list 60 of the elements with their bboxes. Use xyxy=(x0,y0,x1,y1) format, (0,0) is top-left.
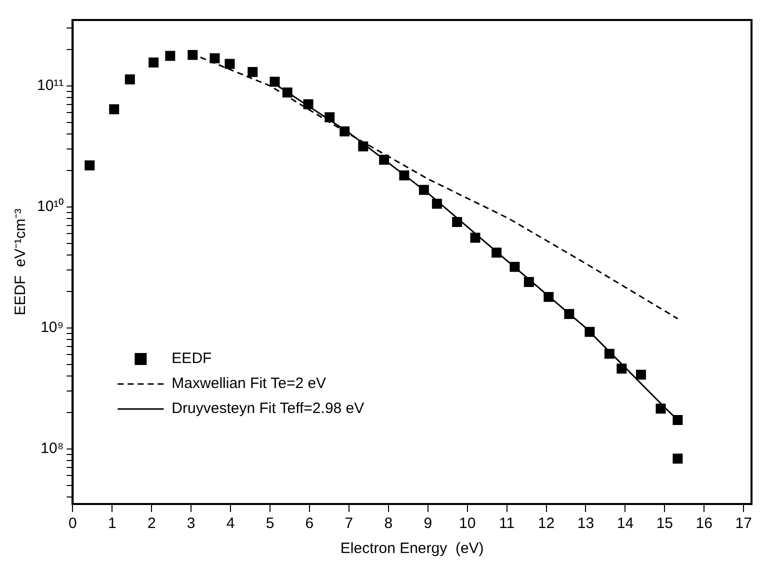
point xyxy=(224,58,235,69)
point xyxy=(584,326,595,337)
x-tick-label: 15 xyxy=(656,515,674,532)
x-tick-label: 5 xyxy=(266,515,274,532)
x-tick-label: 12 xyxy=(538,515,555,532)
y-tick-label: 10⁹ xyxy=(40,318,64,336)
point xyxy=(524,277,534,288)
x-tick-label: 0 xyxy=(68,515,77,532)
point xyxy=(656,404,666,414)
point xyxy=(165,50,176,61)
legend-label: Druyvesteyn Fit Teff=2.98 eV xyxy=(172,400,364,418)
point xyxy=(564,309,574,320)
x-tick-label: 1 xyxy=(108,515,116,532)
point xyxy=(303,99,314,110)
legend-label: EEDF xyxy=(172,350,212,368)
x-tick-label: 11 xyxy=(499,515,515,532)
x-tick-label: 9 xyxy=(424,515,432,532)
point xyxy=(544,292,554,302)
point xyxy=(470,232,480,243)
point xyxy=(248,67,258,78)
y-tick-label: 10¹¹ xyxy=(36,76,64,94)
point xyxy=(324,112,335,122)
point xyxy=(604,348,614,359)
point xyxy=(432,198,442,209)
point xyxy=(418,184,429,195)
point xyxy=(84,160,95,170)
x-tick-label: 13 xyxy=(577,515,594,532)
point xyxy=(148,57,159,68)
x-tick-label: 7 xyxy=(344,515,354,532)
y-tick-label: 10¹⁰ xyxy=(36,198,64,215)
point xyxy=(492,248,502,258)
point xyxy=(188,50,198,60)
x-tick-label: 8 xyxy=(384,515,393,532)
point xyxy=(379,154,390,165)
point xyxy=(340,126,350,136)
point xyxy=(358,141,368,152)
point xyxy=(672,454,683,464)
y-axis-title: EEDF eV⁻¹cm⁻³ xyxy=(12,208,30,316)
point xyxy=(109,104,120,114)
point xyxy=(452,216,462,227)
x-tick-label: 2 xyxy=(147,515,156,532)
legend-label: Maxwellian Fit Te=2 eV xyxy=(172,375,326,392)
point xyxy=(510,262,520,272)
point xyxy=(282,88,292,98)
point xyxy=(210,53,220,64)
point xyxy=(636,370,646,380)
x-tick-label: 10 xyxy=(459,515,476,532)
point xyxy=(124,74,135,84)
x-tick-label: 16 xyxy=(696,515,712,532)
x-tick-label: 3 xyxy=(186,515,196,532)
point xyxy=(270,76,280,87)
point xyxy=(399,170,410,180)
y-tick-label: 10⁸ xyxy=(40,440,64,457)
point xyxy=(616,364,627,374)
point xyxy=(672,415,683,426)
x-tick-label: 6 xyxy=(305,515,314,532)
x-tick-label: 4 xyxy=(226,515,235,532)
x-tick-label: 17 xyxy=(735,515,752,532)
x-axis-title: Electron Energy (eV) xyxy=(340,540,484,558)
x-tick-label: 14 xyxy=(616,515,634,532)
